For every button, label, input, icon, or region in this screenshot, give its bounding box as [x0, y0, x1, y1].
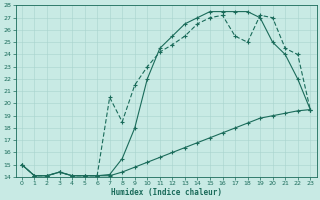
X-axis label: Humidex (Indice chaleur): Humidex (Indice chaleur): [111, 188, 221, 197]
